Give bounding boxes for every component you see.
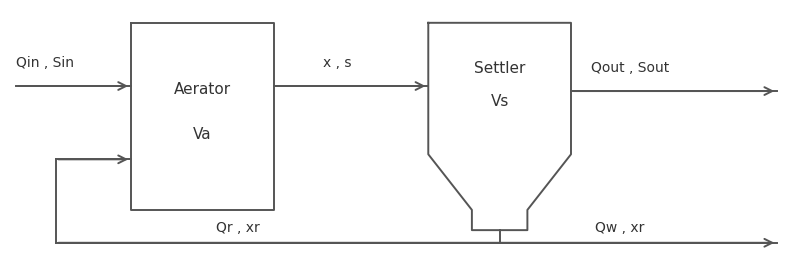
Text: Qout , Sout: Qout , Sout [591,61,669,75]
Text: Aerator: Aerator [174,82,231,96]
Text: Qw , xr: Qw , xr [595,221,644,235]
Text: Va: Va [193,127,212,142]
Text: Vs: Vs [490,94,509,109]
Text: Qin , Sin: Qin , Sin [16,56,74,70]
Text: x , s: x , s [323,56,351,70]
Text: Qr , xr: Qr , xr [216,221,260,235]
Text: Settler: Settler [474,61,525,76]
